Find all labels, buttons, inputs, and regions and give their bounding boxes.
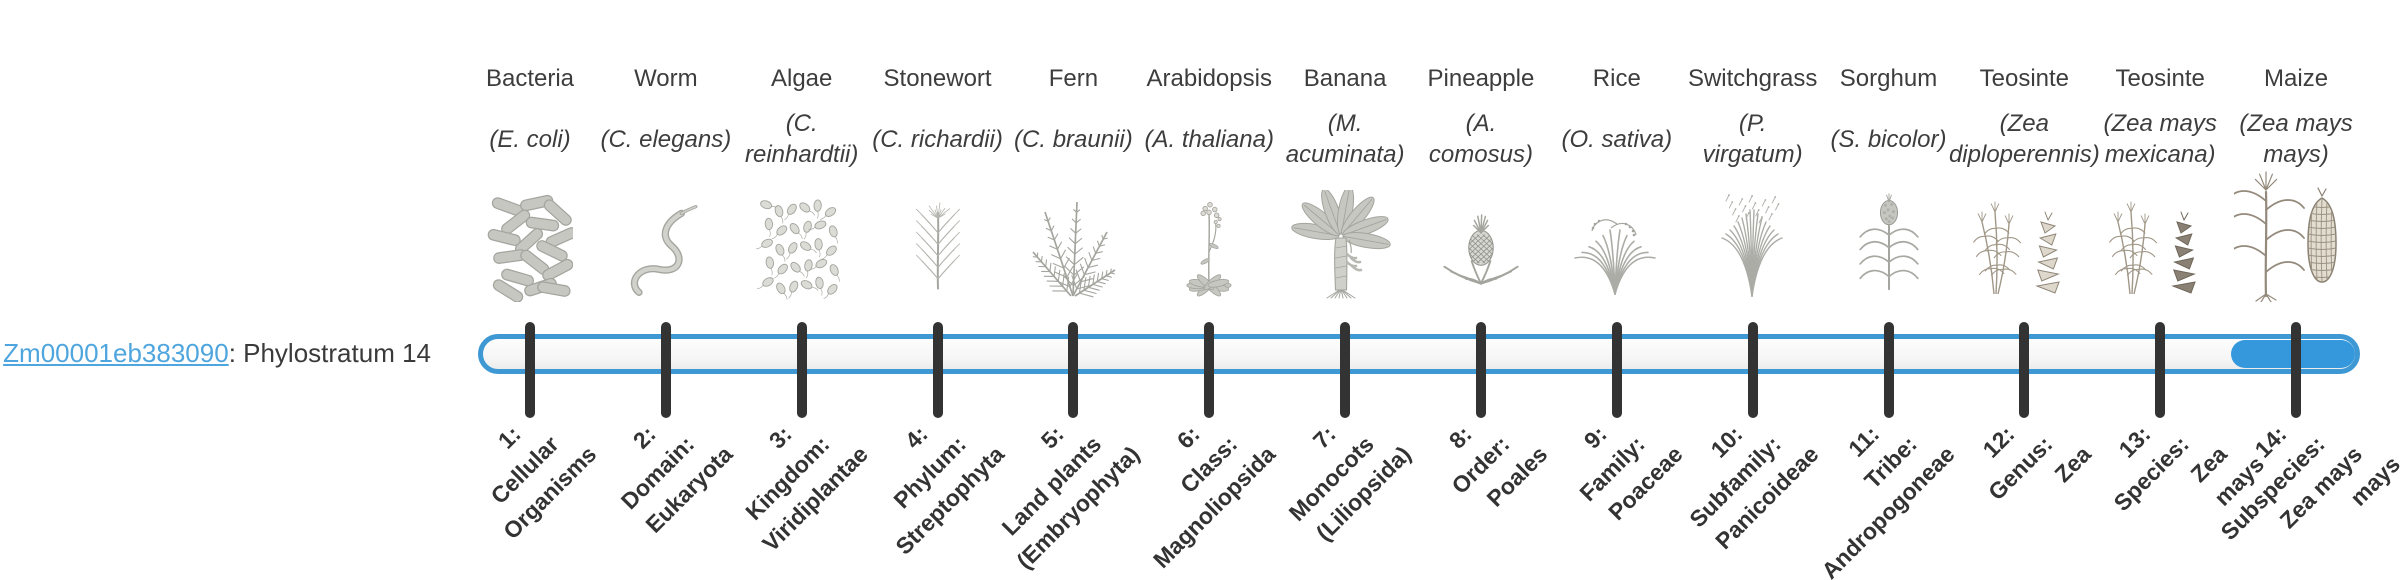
- organism-common-name: Stonewort: [883, 65, 992, 92]
- phylostratum-9-label-line: 9:: [1579, 420, 1613, 454]
- phylostratum-tick-12: [2019, 322, 2030, 418]
- organism-column-2: Worm (C. elegans): [581, 64, 751, 178]
- organism-common-name: Teosinte: [1979, 65, 2070, 92]
- phylostratum-tick-5: [1068, 322, 1079, 418]
- organism-column-1: Bacteria (E. coli): [445, 64, 615, 178]
- organism-common-name: Pineapple: [1427, 65, 1535, 92]
- fern-illustration: [1020, 190, 1126, 302]
- organism-species-name: (Zea mays mays): [2239, 110, 2353, 168]
- stonewort-illustration: [897, 190, 979, 302]
- organism-species-name: (C. richardii): [872, 125, 1003, 153]
- organism-species-name: (E. coli): [489, 125, 571, 153]
- banana-illustration: [1288, 190, 1402, 302]
- organism-column-4: Stonewort (C. richardii): [853, 64, 1023, 178]
- gene-link[interactable]: Zm00001eb383090: [3, 338, 229, 368]
- organism-common-name: Algae: [770, 65, 833, 92]
- phylostratum-7-label-line: 7:: [1307, 420, 1341, 454]
- worm-illustration: [616, 198, 716, 302]
- organism-column-13: Teosinte (Zea mays mexicana): [2075, 64, 2245, 178]
- organism-column-8: Pineapple (A. comosus): [1396, 64, 1566, 178]
- phylostratum-4-label-line: 4:: [899, 420, 933, 454]
- phylostratum-tick-2: [660, 322, 671, 418]
- organism-common-name: Fern: [1048, 65, 1099, 92]
- phylostratum-tick-6: [1204, 322, 1215, 418]
- organism-species-name: (A. thaliana): [1144, 125, 1274, 153]
- organism-species-name: (Zea diploperennis): [1948, 110, 2100, 168]
- phylostratum-annotation: : Phylostratum 14: [228, 338, 431, 368]
- phylostratum-6-label-line: 6:: [1171, 420, 1205, 454]
- phylostratum-tick-7: [1340, 322, 1351, 418]
- rice-illustration: [1564, 190, 1670, 302]
- phylostratum-8-label-line: 8:: [1443, 420, 1477, 454]
- organism-column-10: Switchgrass (P. virgatum): [1668, 64, 1838, 178]
- phylostratum-tick-9: [1611, 322, 1622, 418]
- organism-column-5: Fern (C. braunii): [988, 64, 1158, 178]
- phylostratum-tick-13: [2155, 322, 2166, 418]
- phylostratum-tick-8: [1475, 322, 1486, 418]
- teosinte-mexicana-illustration: [2100, 190, 2220, 302]
- organism-common-name: Switchgrass: [1687, 65, 1818, 92]
- organism-common-name: Worm: [634, 65, 698, 92]
- organism-column-12: Teosinte (Zea diploperennis): [1939, 64, 2109, 178]
- organism-column-9: Rice (O. sativa): [1532, 64, 1702, 178]
- organism-column-7: Banana (M. acuminata): [1260, 64, 1430, 178]
- phylostratum-3-label-line: 3:: [764, 420, 797, 454]
- organism-species-name: (C. braunii): [1014, 125, 1133, 153]
- organism-common-name: Maize: [2264, 65, 2329, 92]
- phylostratum-tick-10: [1747, 322, 1758, 418]
- phylostratum-tick-3: [796, 322, 807, 418]
- maize-illustration: [2234, 168, 2358, 302]
- organism-column-11: Sorghum (S. bicolor): [1804, 64, 1974, 178]
- arabidopsis-illustration: [1161, 190, 1257, 302]
- organism-common-name: Banana: [1303, 65, 1387, 92]
- phylostratum-2-label-line: 2:: [628, 420, 662, 454]
- gene-label: Zm00001eb383090: Phylostratum 14: [0, 338, 431, 369]
- organism-common-name: Sorghum: [1839, 65, 1938, 92]
- bacteria-illustration: [487, 192, 573, 302]
- pineapple-illustration: [1434, 190, 1528, 302]
- organism-species-name: (C. reinhardtii): [744, 110, 859, 168]
- organism-species-name: (S. bicolor): [1830, 125, 1947, 153]
- phylostratum-tick-1: [525, 322, 535, 418]
- organism-species-name: (A. comosus): [1428, 110, 1533, 168]
- organism-column-14: Maize (Zea mays mays): [2211, 64, 2381, 178]
- organism-species-name: (O. sativa): [1561, 125, 1673, 153]
- phylostratum-tick-14: [2291, 322, 2302, 418]
- timeline-bar: [478, 334, 2360, 374]
- organism-common-name: Arabidopsis: [1146, 65, 1272, 92]
- organism-common-name: Rice: [1592, 65, 1641, 92]
- phylostratum-1-label-line: 1:: [492, 420, 526, 454]
- organism-common-name: Bacteria: [485, 65, 575, 92]
- sorghum-illustration: [1844, 188, 1934, 302]
- organism-species-name: (C. elegans): [600, 125, 732, 153]
- organism-column-6: Arabidopsis (A. thaliana): [1124, 64, 1294, 178]
- teosinte-diploperennis-illustration: [1964, 190, 2084, 302]
- organism-species-name: (Zea mays mexicana): [2103, 110, 2217, 168]
- organism-column-3: Algae (C. reinhardtii): [717, 64, 887, 178]
- organism-common-name: Teosinte: [2115, 65, 2205, 92]
- phylostratum-5-label-line: 5:: [1035, 420, 1069, 454]
- phylostratum-tick-4: [932, 322, 943, 418]
- switchgrass-illustration: [1702, 188, 1804, 302]
- phylostratum-tick-11: [1883, 322, 1894, 418]
- organism-species-name: (M. acuminata): [1285, 110, 1405, 168]
- algae-illustration: [755, 192, 848, 302]
- organism-species-name: (P. virgatum): [1702, 110, 1803, 168]
